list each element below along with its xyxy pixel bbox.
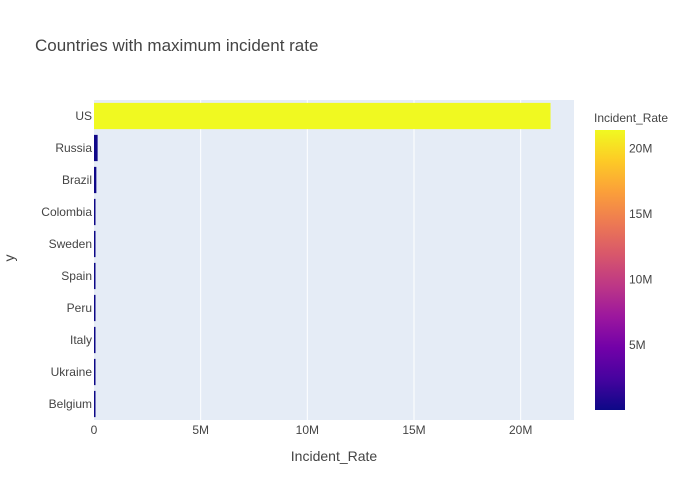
colorbar-tick-label: 20M — [629, 141, 652, 155]
x-tick-label: 20M — [509, 423, 532, 437]
bar-sweden — [94, 230, 96, 258]
bar-peru — [94, 294, 96, 322]
colorbar-tick-label: 5M — [629, 338, 646, 352]
colorbar-title: Incident_Rate — [594, 111, 668, 125]
y-tick-label: Spain — [61, 269, 92, 283]
colorbar-tick-labels: 5M 10M 15M 20M — [629, 141, 652, 352]
bars — [94, 102, 551, 418]
bar-colombia — [94, 198, 96, 226]
y-tick-label: Colombia — [41, 205, 92, 219]
y-tick-label: Russia — [55, 141, 92, 155]
bar-russia — [94, 134, 98, 162]
y-tick-label: Brazil — [62, 173, 92, 187]
y-tick-label: Italy — [70, 333, 92, 347]
x-tick-labels: 0 5M 10M 15M 20M — [91, 423, 533, 437]
colorbar-tick-label: 10M — [629, 272, 652, 286]
bar-belgium — [94, 390, 96, 418]
x-tick-label: 15M — [402, 423, 425, 437]
y-axis-title: y — [1, 255, 17, 262]
bar-ukraine — [94, 358, 96, 386]
x-axis-title: Incident_Rate — [291, 448, 378, 464]
y-tick-label: Belgium — [49, 397, 92, 411]
y-tick-label: US — [75, 109, 92, 123]
y-tick-label: Ukraine — [51, 365, 93, 379]
bar-spain — [94, 262, 96, 290]
x-tick-label: 0 — [91, 423, 98, 437]
bar-brazil — [94, 166, 97, 194]
y-tick-labels: US Russia Brazil Colombia Sweden Spain Peru Ita… — [41, 109, 92, 411]
x-tick-label: 5M — [192, 423, 209, 437]
colorbar — [595, 130, 625, 410]
plot-area — [94, 100, 574, 420]
chart-title: Countries with maximum incident rate — [35, 36, 318, 55]
y-tick-label: Sweden — [49, 237, 92, 251]
bar-italy — [94, 326, 96, 354]
y-tick-label: Peru — [67, 301, 92, 315]
x-tick-label: 10M — [296, 423, 319, 437]
gridlines — [200, 100, 522, 420]
colorbar-tick-label: 15M — [629, 207, 652, 221]
bar-us — [94, 102, 551, 130]
